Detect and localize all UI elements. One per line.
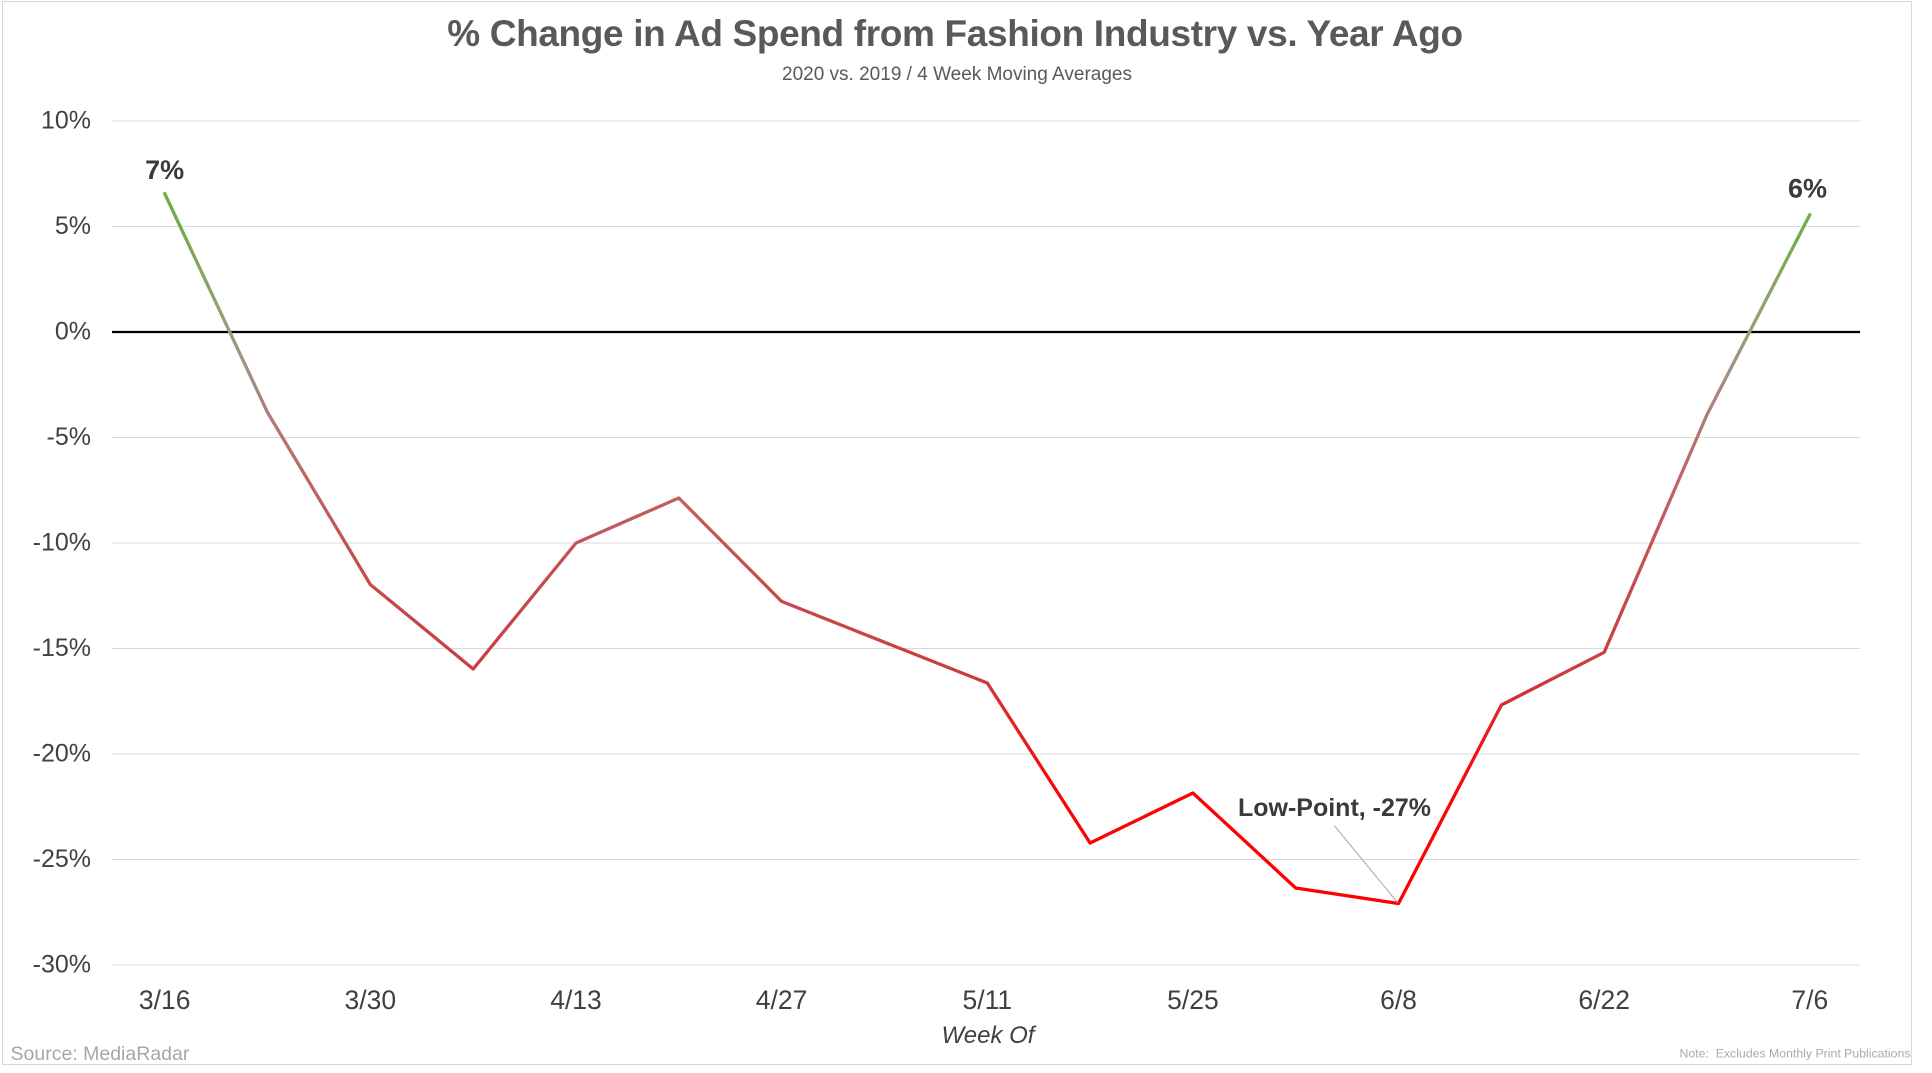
svg-text:% Change in Ad Spend from Fash: % Change in Ad Spend from Fashion Indust… [447,13,1463,54]
svg-text:Week Of: Week Of [942,1022,1037,1049]
svg-text:5/11: 5/11 [962,985,1012,1015]
svg-text:-25%: -25% [33,845,91,873]
svg-text:4/13: 4/13 [550,985,602,1015]
svg-text:10%: 10% [41,107,91,135]
svg-text:3/30: 3/30 [345,985,397,1015]
svg-text:6/22: 6/22 [1578,985,1630,1015]
svg-text:7%: 7% [145,155,184,185]
svg-text:Source: MediaRadar: Source: MediaRadar [11,1043,190,1065]
svg-text:6%: 6% [1788,174,1827,204]
svg-text:-20%: -20% [33,740,91,768]
svg-text:Note: Excludes Monthly Print: Note: Excludes Monthly Print Publication… [1679,1047,1910,1061]
svg-text:4/27: 4/27 [756,985,808,1015]
svg-text:0%: 0% [55,318,91,346]
svg-text:-5%: -5% [47,423,91,451]
svg-text:5/25: 5/25 [1167,985,1219,1015]
svg-text:6/8: 6/8 [1380,985,1417,1015]
svg-text:-15%: -15% [33,634,91,662]
svg-text:Low-Point, -27%: Low-Point, -27% [1238,794,1431,822]
svg-text:2020 vs. 2019 / 4 Week Moving: 2020 vs. 2019 / 4 Week Moving Averages [782,64,1132,85]
svg-text:5%: 5% [55,212,91,240]
svg-text:-10%: -10% [33,529,91,557]
svg-text:3/16: 3/16 [139,985,191,1015]
svg-text:-30%: -30% [33,951,91,979]
svg-text:7/6: 7/6 [1791,985,1828,1015]
